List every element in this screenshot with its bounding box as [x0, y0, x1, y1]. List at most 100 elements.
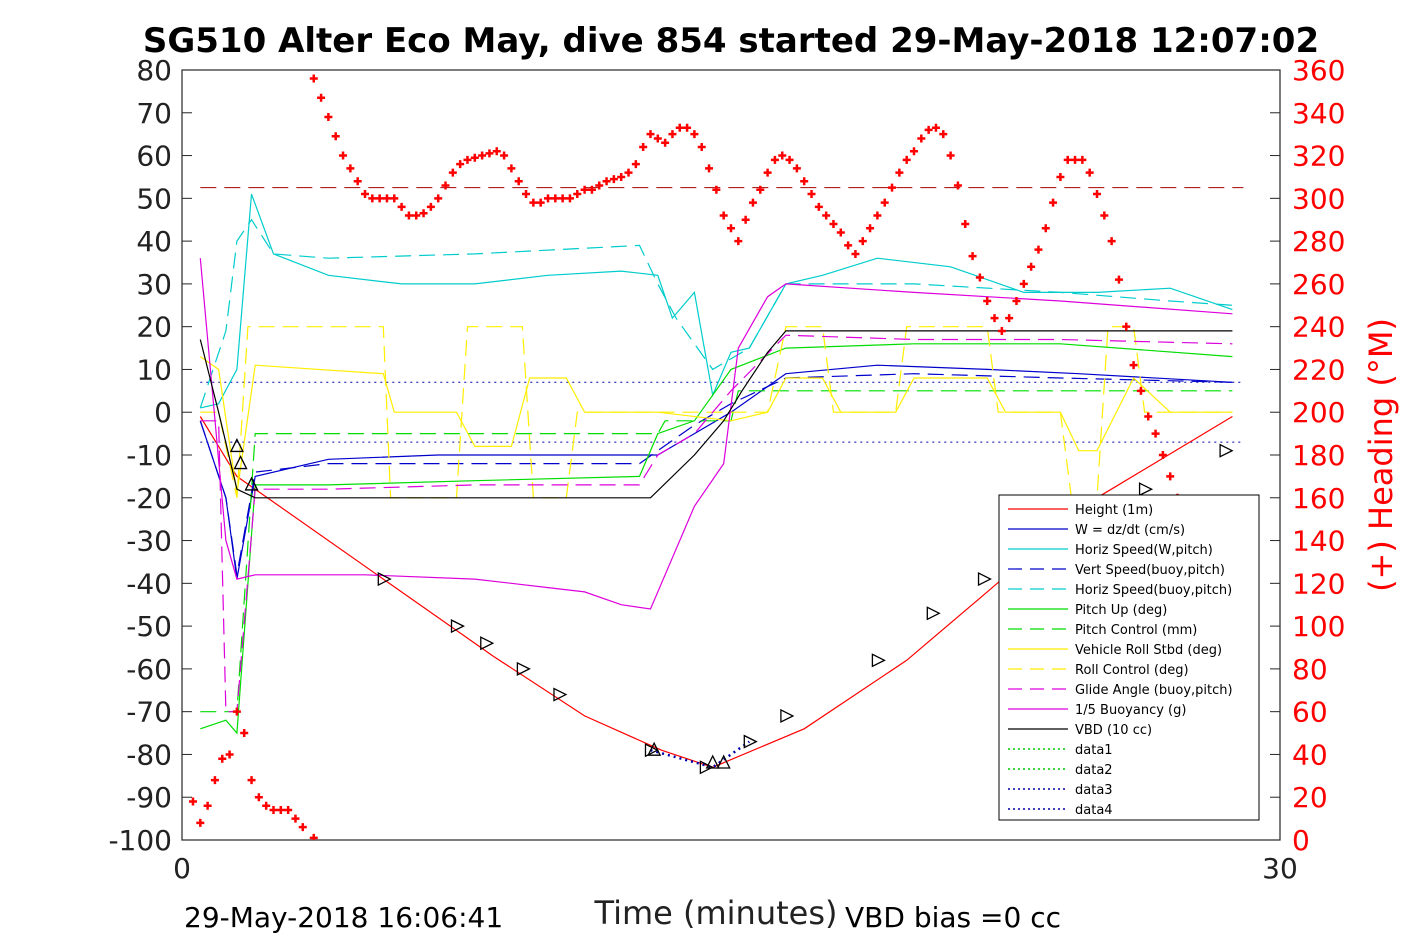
- right-tick-label: 80: [1292, 653, 1328, 686]
- right-tick-label: 140: [1292, 525, 1345, 558]
- heading-marker: [1093, 190, 1101, 199]
- right-tick-label: 120: [1292, 567, 1345, 600]
- legend-label: Vert Speed(buoy,pitch): [1075, 563, 1225, 578]
- heading-marker: [485, 149, 494, 158]
- heading-marker: [661, 138, 670, 147]
- legend-label: data4: [1075, 803, 1113, 818]
- heading-marker: [522, 190, 531, 199]
- heading-marker: [1012, 297, 1021, 305]
- heading-marker: [346, 164, 355, 173]
- heading-marker: [785, 155, 794, 164]
- heading-marker: [1049, 198, 1058, 207]
- heading-marker: [565, 194, 574, 203]
- heading-marker: [1041, 224, 1050, 233]
- heading-marker: [968, 252, 977, 261]
- series-line: [199, 258, 1233, 610]
- right-tick-label: 40: [1292, 738, 1328, 771]
- heading-marker: [697, 143, 706, 151]
- heading-marker: [1122, 322, 1131, 331]
- heading-marker: [240, 729, 249, 738]
- legend-label: Glide Angle (buoy,pitch): [1075, 683, 1233, 698]
- heading-marker: [218, 754, 227, 763]
- legend-label: data2: [1075, 763, 1113, 778]
- right-triangle-marker: [377, 572, 392, 587]
- chart-title: SG510 Alter Eco May, dive 854 started 29…: [143, 21, 1319, 61]
- up-triangle-marker: [705, 754, 720, 769]
- right-triangle-marker: [871, 653, 886, 668]
- up-triangle-marker: [647, 741, 662, 756]
- heading-marker: [756, 185, 765, 194]
- left-tick-label: 70: [136, 97, 172, 130]
- left-tick-label: -90: [126, 781, 172, 814]
- left-tick-label: 30: [136, 268, 172, 301]
- x-axis-label: Time (minutes): [594, 894, 838, 932]
- heading-marker: [492, 147, 501, 156]
- right-tick-label: 20: [1292, 781, 1328, 814]
- right-triangle-marker: [516, 661, 531, 676]
- heading-marker: [470, 153, 479, 162]
- heading-marker: [1005, 314, 1014, 323]
- heading-marker: [931, 123, 940, 132]
- right-axis: 3603403203002802602402202001801601401201…: [1270, 54, 1345, 857]
- right-triangle-marker: [977, 572, 992, 587]
- heading-marker: [544, 194, 552, 203]
- legend-label: Height (1m): [1075, 503, 1153, 518]
- heading-marker: [507, 164, 516, 173]
- right-tick-label: 100: [1292, 610, 1345, 643]
- legend-label: data1: [1075, 743, 1113, 758]
- right-triangle-marker: [699, 760, 714, 775]
- heading-marker: [1078, 155, 1087, 164]
- heading-marker: [375, 194, 384, 203]
- right-tick-label: 160: [1292, 482, 1345, 515]
- heading-marker: [997, 326, 1006, 335]
- heading-marker: [807, 190, 816, 199]
- heading-marker: [1144, 412, 1153, 421]
- heading-marker: [390, 194, 399, 203]
- right-triangle-marker: [1219, 443, 1234, 458]
- legend-label: Pitch Control (mm): [1075, 623, 1197, 638]
- heading-marker: [668, 130, 677, 139]
- heading-marker: [382, 194, 391, 203]
- heading-marker: [247, 776, 256, 785]
- heading-marker: [624, 168, 633, 177]
- heading-marker: [284, 806, 293, 815]
- series-line: [199, 415, 1233, 768]
- right-triangle-marker: [644, 743, 659, 758]
- left-tick-label: 0: [154, 396, 172, 429]
- right-tick-label: 280: [1292, 225, 1345, 258]
- heading-marker: [675, 123, 684, 132]
- heading-marker: [975, 273, 984, 282]
- right-tick-label: 180: [1292, 439, 1345, 472]
- right-triangle-marker: [450, 619, 465, 634]
- heading-marker: [1136, 386, 1145, 395]
- right-axis-label: (+) Heading (°M): [1362, 318, 1400, 592]
- heading-marker: [434, 194, 443, 203]
- right-tick-label: 220: [1292, 353, 1345, 386]
- heading-marker: [602, 177, 611, 186]
- right-triangle-marker: [553, 687, 568, 702]
- heading-marker: [763, 168, 772, 177]
- legend-label: data3: [1075, 783, 1113, 798]
- series-line: [199, 218, 1233, 409]
- heading-marker: [1166, 472, 1175, 481]
- x-tick-label: 30: [1262, 852, 1298, 885]
- heading-marker: [983, 297, 992, 305]
- heading-marker: [353, 177, 362, 186]
- heading-marker: [1158, 451, 1167, 459]
- right-tick-label: 320: [1292, 140, 1345, 173]
- heading-marker: [262, 801, 271, 810]
- heading-marker: [269, 806, 278, 815]
- heading-marker: [719, 211, 728, 220]
- heading-marker: [551, 194, 560, 203]
- heading-marker: [368, 194, 377, 203]
- heading-marker: [1071, 155, 1080, 164]
- left-tick-label: 60: [136, 140, 172, 173]
- heading-marker: [361, 190, 369, 199]
- heading-marker: [705, 164, 714, 173]
- reference-lines: [200, 187, 1244, 443]
- heading-markers: [188, 74, 1204, 840]
- right-tick-label: 340: [1292, 97, 1345, 130]
- up-triangle-marker: [229, 437, 244, 453]
- legend-label: Pitch Up (deg): [1075, 603, 1167, 618]
- heading-marker: [778, 151, 787, 160]
